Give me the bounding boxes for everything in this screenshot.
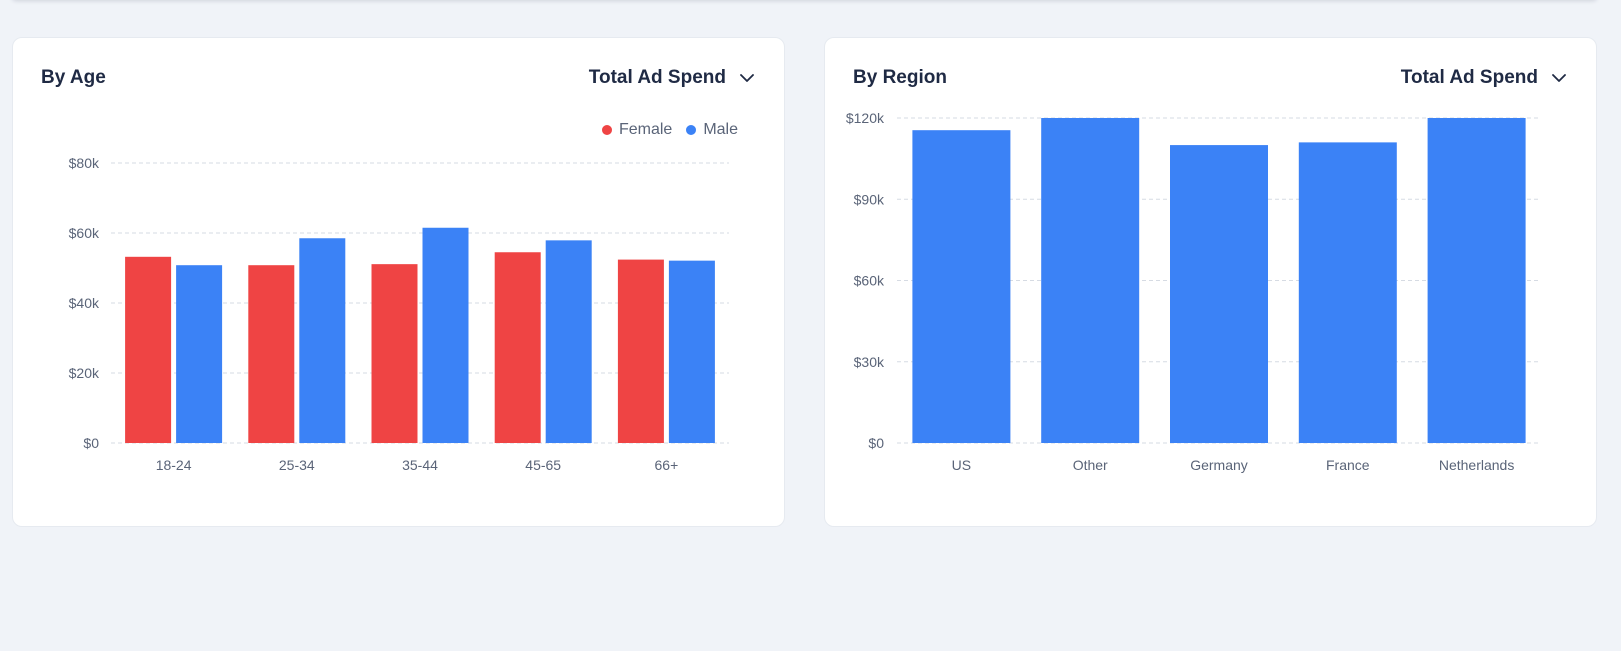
y-tick-label: $20k — [69, 365, 100, 381]
x-tick-label: 35-44 — [402, 457, 438, 473]
bar-us — [912, 130, 1011, 443]
x-tick-label: France — [1326, 457, 1370, 473]
bar-male-45-65 — [545, 240, 592, 443]
x-tick-label: 45-65 — [525, 457, 561, 473]
y-tick-label: $60k — [69, 225, 100, 241]
y-tick-label: $40k — [69, 295, 100, 311]
bar-male-25-34 — [299, 238, 346, 443]
x-tick-label: 66+ — [655, 457, 679, 473]
legend-label-female: Female — [618, 121, 673, 138]
legend-label-male: Male — [703, 121, 738, 138]
x-tick-label: Other — [1073, 457, 1108, 473]
age-metric-dropdown[interactable]: Total Ad Spend — [589, 67, 754, 89]
legend-dot-female — [601, 125, 612, 135]
region-metric-label: Total Ad Spend — [1400, 67, 1538, 88]
bar-male-35-44 — [422, 227, 469, 443]
age-chart-legend: Female Male — [601, 121, 738, 139]
y-tick-label: $0 — [83, 435, 99, 451]
age-metric-label: Total Ad Spend — [588, 67, 726, 88]
x-tick-label: Germany — [1190, 457, 1248, 473]
chevron-down-icon — [740, 73, 754, 83]
bar-female-45-65 — [494, 252, 541, 443]
chevron-down-icon — [1552, 73, 1566, 83]
x-tick-label: 18-24 — [156, 457, 192, 473]
region-metric-dropdown[interactable]: Total Ad Spend — [1401, 67, 1566, 89]
x-tick-label: US — [952, 457, 971, 473]
bar-male-66 — [668, 260, 715, 443]
bar-france — [1298, 142, 1397, 443]
region-bar-chart: $0 $30k $60k $90k $120k US Other Germany France N… — [846, 110, 1541, 473]
legend-item-female[interactable]: Female — [601, 121, 673, 139]
bar-other — [1041, 118, 1140, 443]
bar-female-25-34 — [248, 265, 295, 443]
y-tick-label: $30k — [854, 354, 885, 370]
bar-netherlands — [1427, 118, 1526, 443]
by-region-card: By Region Total Ad Spend $0 $30k $60k $90k $… — [824, 37, 1597, 527]
bar-germany — [1170, 145, 1268, 443]
x-tick-label: 25-34 — [279, 457, 315, 473]
by-region-title: By Region — [853, 67, 947, 88]
by-age-title: By Age — [41, 67, 106, 88]
legend-item-male[interactable]: Male — [686, 121, 738, 139]
x-tick-label: Netherlands — [1439, 457, 1515, 473]
y-tick-label: $120k — [846, 110, 885, 126]
legend-dot-male — [686, 125, 697, 135]
age-bar-chart: $0 $20k $40k $60k $80k 18-24 25-34 35-44 45-65 66… — [69, 155, 729, 473]
bar-female-66 — [617, 259, 664, 443]
by-age-card: By Age Total Ad Spend Female Male $0 $20k… — [12, 37, 785, 527]
bar-female-18-24 — [125, 256, 172, 443]
y-tick-label: $60k — [854, 273, 885, 289]
y-tick-label: $0 — [868, 435, 884, 451]
bar-male-18-24 — [176, 265, 223, 443]
y-tick-label: $90k — [854, 191, 885, 207]
bar-female-35-44 — [371, 264, 418, 443]
y-tick-label: $80k — [69, 155, 100, 171]
